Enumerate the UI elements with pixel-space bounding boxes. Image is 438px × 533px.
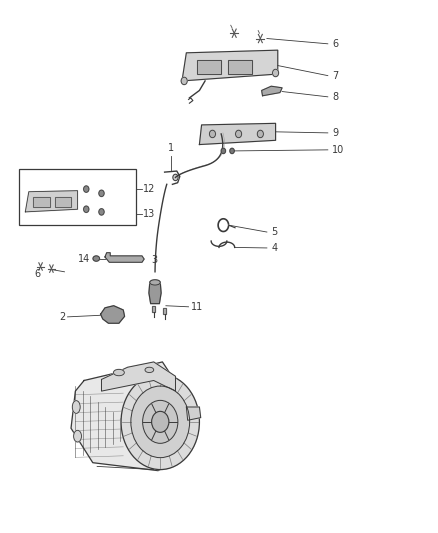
Bar [152,306,155,312]
Polygon shape [149,282,161,304]
Bar [33,197,49,207]
Circle shape [99,190,104,197]
Ellipse shape [145,367,154,373]
Text: 12: 12 [143,184,155,194]
Bar [228,60,252,74]
Text: 8: 8 [332,92,338,102]
Bar [19,169,136,225]
Circle shape [221,148,226,154]
Text: 3: 3 [152,255,158,265]
Circle shape [152,411,169,432]
Circle shape [257,130,263,138]
Text: 1: 1 [168,143,174,153]
Bar [228,60,252,74]
Polygon shape [102,362,176,391]
Text: 2: 2 [60,312,66,322]
Bar [152,306,155,312]
Circle shape [143,400,178,443]
Bar [55,197,71,207]
Circle shape [121,374,199,470]
Circle shape [272,69,279,77]
Polygon shape [25,191,78,212]
Circle shape [84,206,89,213]
Bar [33,197,49,207]
Polygon shape [105,253,144,262]
Text: 6: 6 [332,39,338,49]
Circle shape [209,130,215,138]
Text: 5: 5 [271,227,278,237]
Text: 10: 10 [332,145,344,155]
Text: 7: 7 [332,70,339,80]
Polygon shape [101,306,124,323]
Ellipse shape [93,256,99,261]
Bar [163,309,166,314]
Text: 9: 9 [332,128,338,138]
Circle shape [236,130,242,138]
Circle shape [99,209,104,215]
Circle shape [173,174,178,181]
Text: 4: 4 [271,243,277,253]
Circle shape [84,186,89,192]
Polygon shape [261,86,282,96]
Bar [197,60,221,74]
Circle shape [181,77,187,85]
Ellipse shape [74,430,81,442]
Bar [55,197,71,207]
Circle shape [131,386,190,458]
Polygon shape [71,362,188,471]
Polygon shape [182,50,278,81]
Text: 14: 14 [78,254,91,263]
Text: 6: 6 [34,270,40,279]
Polygon shape [199,123,276,144]
Ellipse shape [72,401,80,414]
Ellipse shape [150,280,160,285]
Polygon shape [186,407,201,420]
Text: 13: 13 [143,209,155,219]
Text: 11: 11 [191,302,203,312]
Bar [197,60,221,74]
Ellipse shape [113,369,124,376]
Bar [163,309,166,314]
Circle shape [230,148,234,154]
